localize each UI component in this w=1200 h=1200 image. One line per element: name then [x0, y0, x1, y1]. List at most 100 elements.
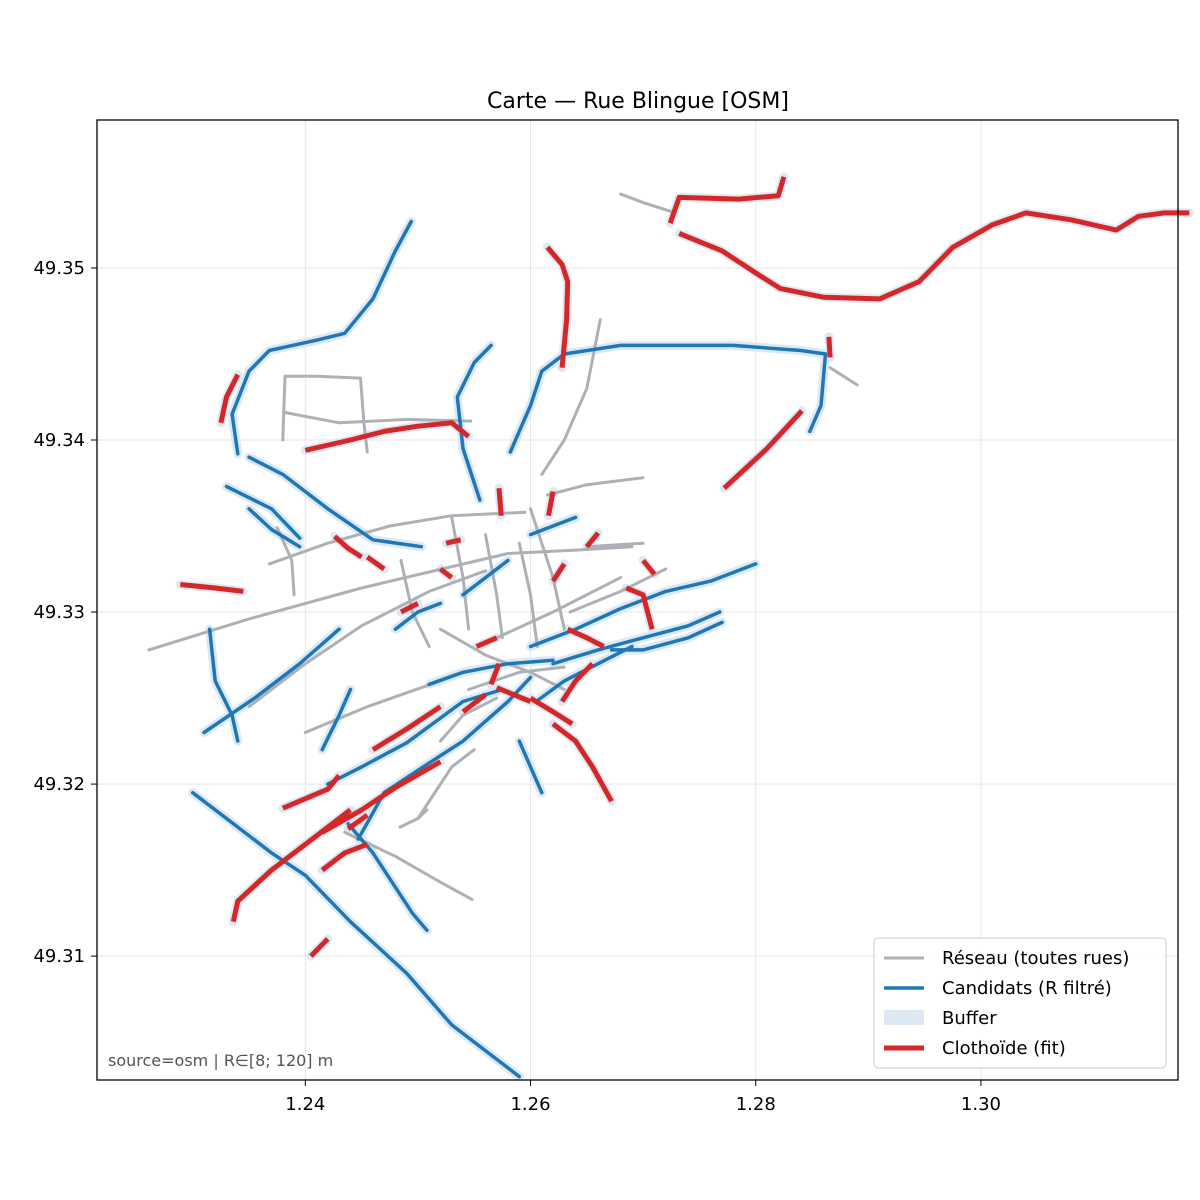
clothoid-fit [475, 635, 498, 649]
clothoid-fit [550, 562, 567, 583]
clothoid-fit [309, 937, 330, 958]
candidate-layer [190, 219, 828, 1079]
clothoid-fit [488, 662, 502, 686]
candidate-segment [508, 343, 828, 454]
legend-swatch [884, 1010, 924, 1025]
candidate-segment [551, 610, 722, 666]
x-axis: 1.24 1.26 1.28 1.30 [285, 1080, 1001, 1115]
network-street [147, 545, 634, 652]
network-street [343, 830, 474, 901]
clothoid-fit [332, 534, 363, 560]
clothoid-fit [826, 336, 833, 358]
clothoid-fit [625, 585, 655, 630]
network-street [399, 558, 431, 648]
clothoid-fit [641, 558, 657, 576]
candidate-segment [455, 343, 493, 502]
clothoid-fit [365, 554, 386, 572]
candidate-segment [528, 515, 578, 537]
network-street [828, 366, 859, 387]
clothoid-fit [496, 488, 504, 516]
network-street [450, 515, 471, 631]
clothoid-fit [230, 807, 352, 923]
network-street [283, 374, 369, 454]
network-street [585, 541, 645, 549]
clothoid-fit [346, 813, 369, 831]
legend-label: Réseau (toutes rues) [942, 948, 1129, 969]
network-street [484, 533, 504, 640]
network-street [619, 192, 672, 213]
candidate-segment [461, 558, 510, 597]
network-street [267, 510, 527, 566]
clothoid-fit [529, 695, 574, 727]
clothoid-fit [495, 685, 532, 704]
clothoid-fit [722, 409, 804, 491]
plot-frame [96, 119, 1179, 1081]
candidate-segment [224, 484, 302, 540]
clothoid-fit [281, 773, 342, 811]
legend-item-buffer: Buffer [884, 1008, 997, 1029]
clothoid-fit [566, 626, 605, 649]
clothoid-fit [438, 567, 454, 580]
network-street [540, 318, 602, 476]
candidate-segment [808, 352, 828, 434]
candidate-segment [247, 507, 302, 549]
y-axis: 49.31 49.32 49.33 49.34 49.35 [33, 258, 97, 967]
legend-label: Candidats (R filtré) [942, 978, 1112, 999]
clothoid-fit [180, 582, 244, 594]
clothoid-layer [180, 176, 1190, 958]
candidate-segment [207, 627, 240, 743]
clothoid-fit [304, 420, 471, 453]
network-street [545, 476, 645, 497]
clothoid-fit [545, 245, 571, 368]
clothoid-fit [560, 661, 595, 703]
candidate-segment [230, 219, 413, 456]
network-street [303, 679, 442, 734]
legend-item-candidate: Candidats (R filtré) [884, 978, 1112, 999]
y-tick-label: 49.33 [33, 602, 85, 623]
clothoid-fit [667, 176, 787, 225]
legend-label: Clothoïde (fit) [942, 1038, 1066, 1059]
candidate-segment [190, 790, 522, 1079]
clothoid-fit [546, 491, 556, 517]
network-street [568, 567, 668, 614]
clothoid-fit [584, 531, 601, 549]
candidate-segment [427, 658, 555, 687]
network-street [281, 374, 287, 442]
x-tick-label: 1.28 [736, 1094, 776, 1115]
network-street [517, 541, 539, 648]
network-street [275, 526, 296, 597]
candidate-segment [320, 687, 353, 752]
clothoid-fit [551, 721, 614, 803]
clothoid-fit [218, 373, 241, 424]
network-street [283, 411, 473, 425]
legend-box [873, 937, 1167, 1069]
candidate-segment [326, 687, 505, 786]
clothoid-fit [320, 841, 369, 873]
x-tick-label: 1.24 [285, 1094, 325, 1115]
legend: Réseau (toutes rues) Candidats (R filtré)… [873, 937, 1167, 1069]
legend-item-network: Réseau (toutes rues) [884, 948, 1129, 969]
network-street [467, 665, 566, 691]
candidate-segment [393, 601, 443, 631]
legend-item-clothoid: Clothoïde (fit) [884, 1038, 1066, 1059]
x-tick-label: 1.30 [961, 1094, 1001, 1115]
clothoid-fit [399, 601, 420, 615]
network-street [495, 576, 623, 640]
candidate-segment [247, 455, 424, 549]
y-tick-label: 49.31 [33, 946, 85, 967]
x-tick-label: 1.26 [510, 1094, 550, 1115]
network-street [438, 696, 499, 743]
network-street [247, 569, 487, 709]
clothoid-fit [320, 759, 442, 835]
y-tick-label: 49.32 [33, 774, 85, 795]
source-note: source=osm | R∈[8; 120] m [108, 1051, 333, 1070]
clothoid-fit [371, 704, 442, 752]
clothoid-fit [445, 537, 462, 546]
network-layer [147, 192, 859, 901]
network-street [416, 748, 476, 820]
candidate-segment [202, 627, 341, 735]
y-tick-label: 49.35 [33, 258, 85, 279]
legend-items: Réseau (toutes rues) Candidats (R filtré)… [884, 948, 1129, 1059]
legend-label: Buffer [942, 1008, 997, 1029]
